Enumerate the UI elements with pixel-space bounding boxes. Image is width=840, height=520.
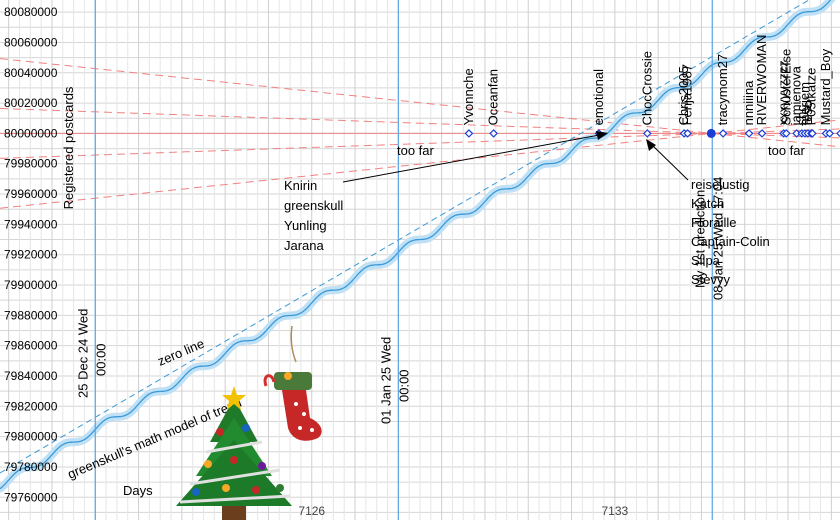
x-tick-label: 7126 [298, 504, 325, 518]
too-far-label-left: too far [397, 143, 435, 158]
right-group-name: Floraille [691, 215, 737, 230]
left-guess-group: Knirin greenskull Yunling Jarana [284, 178, 343, 253]
right-group-name: reiselustig [691, 177, 750, 192]
guess-marker [718, 129, 728, 138]
christmas-stocking-icon [263, 325, 322, 441]
y-tick-label: 79760000 [4, 490, 58, 504]
guess-label: Chris2005 [676, 66, 691, 125]
guess-label: xxxyyyzzzz [776, 60, 791, 125]
date-marker-label: 01 Jan 25 Wed [378, 337, 393, 424]
y-tick-label: 79980000 [4, 157, 58, 171]
guess-label: tracymom27 [715, 54, 730, 126]
right-group-arrowhead [646, 139, 656, 151]
guess-marker [825, 129, 835, 138]
guess-marker [744, 129, 754, 138]
guess-label: P05tkatze [803, 68, 818, 126]
left-group-name: greenskull [284, 198, 343, 213]
left-group-arrowhead [596, 131, 608, 140]
left-group-name: Knirin [284, 178, 317, 193]
guess-marker [836, 129, 840, 138]
x-tick-labels: 7126 7133 [298, 504, 628, 518]
guess-marker [683, 129, 692, 138]
y-tick-label: 80060000 [4, 35, 58, 49]
y-tick-label: 79940000 [4, 217, 58, 231]
too-far-label-right: too far [768, 143, 806, 158]
guess-label: SchusterElse [778, 49, 793, 126]
date-marker-label: My 1st prediction [692, 190, 707, 288]
guess-label: shc [794, 105, 809, 126]
right-guess-group: reiselustig Katch Floraille Captain-Colin Si… [691, 177, 770, 287]
guess-label: nnniiina [741, 80, 756, 126]
y-tick-label: 79960000 [4, 187, 58, 201]
guess-marker [464, 129, 474, 138]
left-group-arrow [342, 133, 606, 183]
guess-markers: Yvonnche Oceanfan emotional ChocCrossie Chri… [461, 35, 840, 138]
guess-label: Fenja1987 [680, 64, 695, 125]
y-tick-label: 79840000 [4, 369, 58, 383]
trend-model-line [0, 0, 832, 490]
y-tick-label: 79880000 [4, 308, 58, 322]
right-group-name: Captain-Colin [691, 234, 770, 249]
right-group-name: Stevyy [691, 272, 731, 287]
right-group-name: Silpa [691, 253, 721, 268]
y-tick-label: 79780000 [4, 460, 58, 474]
y-axis-label: Registered postcards [61, 86, 76, 209]
too-far-bound-curve [0, 133, 840, 209]
right-group-arrow [649, 142, 689, 181]
guess-label: Oceanfan [486, 69, 501, 125]
guess-marker [642, 129, 652, 138]
guess-label: merjem [797, 82, 812, 125]
right-group-name: Katch [691, 196, 724, 211]
too-far-bounds [0, 58, 840, 209]
y-tick-label: 79820000 [4, 399, 58, 413]
guess-label: jamienova [789, 65, 804, 126]
x-tick-label: 7133 [601, 504, 628, 518]
date-marker-lines [94, 0, 713, 520]
y-tick-label: 80000000 [4, 126, 58, 140]
date-marker-label: 25 Dec 24 Wed [75, 309, 90, 398]
prediction-point [706, 128, 716, 138]
guess-marker [808, 129, 817, 138]
y-tick-labels: 79760000 79780000 79800000 79820000 79840000… [4, 5, 58, 504]
y-tick-label: 79800000 [4, 430, 58, 444]
guess-label: tesc [800, 101, 815, 125]
left-group-name: Jarana [284, 238, 325, 253]
guess-label: ChocCrossie [639, 51, 654, 125]
guess-label: RIVERWOMAN [754, 35, 769, 126]
y-tick-label: 80080000 [4, 5, 58, 19]
guess-marker [781, 129, 791, 138]
date-marker-time: 08 Jan 25 Wed 17:04 [710, 177, 725, 300]
y-tick-label: 79860000 [4, 339, 58, 353]
y-tick-label: 79920000 [4, 248, 58, 262]
christmas-tree-icon [176, 386, 292, 520]
guess-label: Mustard_Boy [818, 48, 833, 125]
too-far-bound-curve [0, 58, 840, 134]
y-tick-label: 79900000 [4, 278, 58, 292]
too-far-bound-curve [0, 133, 840, 159]
x-axis-label: Days [123, 483, 153, 498]
too-far-bound-curve [0, 108, 840, 134]
series-lines [0, 0, 836, 493]
guess-label: emotional [591, 69, 606, 125]
date-marker-time: 00:00 [93, 343, 108, 376]
guess-marker [489, 129, 498, 138]
y-tick-label: 80020000 [4, 96, 58, 110]
guess-marker [757, 129, 767, 138]
date-marker-time: 00:00 [396, 369, 411, 402]
y-tick-label: 80040000 [4, 66, 58, 80]
left-group-name: Yunling [284, 218, 327, 233]
guess-label: Yvonnche [461, 68, 476, 125]
zero-line [0, 0, 810, 474]
